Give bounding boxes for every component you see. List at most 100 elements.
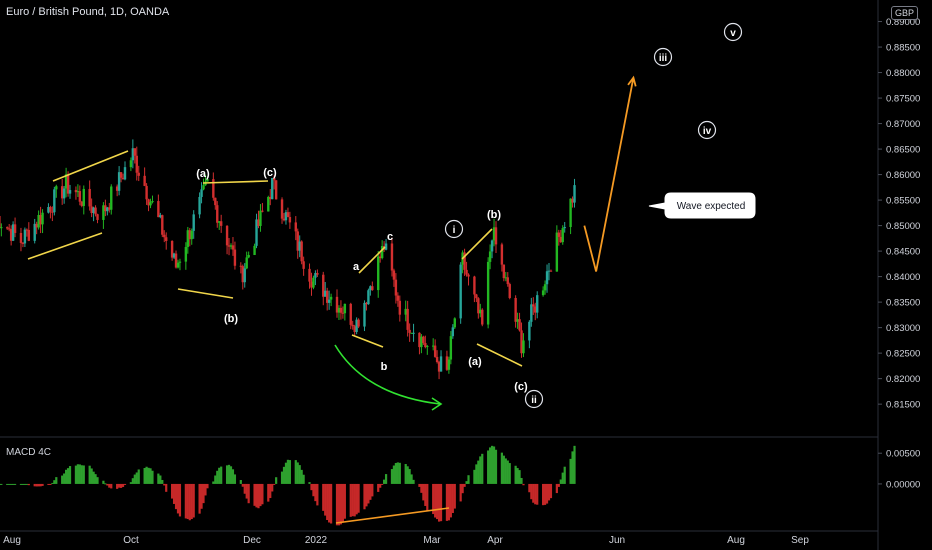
candle-body	[486, 261, 490, 325]
candle-body	[66, 174, 70, 194]
candle	[19, 227, 23, 252]
candle	[357, 318, 360, 329]
macd-bar	[204, 483, 207, 496]
candle	[294, 216, 297, 241]
macd-bar	[37, 483, 40, 487]
candle	[298, 235, 301, 258]
macd-bar	[80, 465, 83, 484]
macd-bar	[559, 479, 562, 484]
candle-body	[37, 214, 40, 228]
candle	[106, 206, 109, 216]
candle	[337, 305, 341, 321]
candle	[161, 214, 164, 238]
wave-label: (a)	[196, 168, 210, 180]
candle-body	[300, 241, 303, 262]
macd-bar	[494, 449, 498, 484]
candle	[396, 292, 400, 307]
candle	[490, 239, 494, 259]
candle	[475, 293, 478, 303]
candle-body	[424, 342, 427, 348]
candle-body	[508, 284, 511, 298]
candle	[365, 301, 368, 311]
price-axis-label: 0.84000	[886, 272, 920, 283]
candle	[563, 222, 566, 233]
macd-bar	[271, 483, 274, 492]
macd-bar	[437, 483, 441, 522]
candle	[312, 275, 315, 290]
macd-bar	[467, 475, 470, 484]
macd-bar	[116, 483, 119, 489]
candle	[420, 334, 423, 354]
macd-bar	[159, 475, 162, 484]
candle	[137, 165, 140, 182]
candle	[325, 287, 329, 311]
candle	[104, 199, 107, 217]
candle	[272, 175, 276, 190]
candle	[117, 166, 121, 196]
candle-body	[198, 196, 201, 215]
price-axis-label: 0.83500	[886, 298, 920, 309]
candle	[545, 264, 549, 293]
candle	[453, 317, 456, 330]
macd-bar	[473, 469, 476, 484]
wave-label-text: v	[730, 28, 736, 39]
candle-body	[41, 212, 44, 225]
price-axis-label: 0.85000	[886, 221, 920, 232]
candle-body	[522, 340, 525, 354]
candle-body	[102, 205, 105, 220]
candle-body	[35, 223, 38, 228]
candle	[477, 297, 480, 319]
candle-body	[571, 198, 574, 203]
macd-bar	[151, 470, 154, 484]
candle	[184, 242, 188, 270]
macd-bar	[171, 483, 174, 499]
wave-label: b	[381, 361, 388, 373]
macd-bar	[412, 479, 415, 484]
macd-bar	[123, 483, 127, 485]
candle-body	[190, 230, 193, 240]
candle	[219, 214, 223, 233]
macd-bar	[188, 483, 191, 521]
candle-body	[296, 231, 299, 251]
macd-bar	[426, 483, 429, 511]
candle-body	[351, 324, 354, 327]
macd-bar	[534, 483, 537, 505]
candle	[82, 185, 85, 215]
candle	[192, 210, 195, 239]
candle	[233, 241, 237, 270]
price-axis-label: 0.89000	[886, 17, 920, 28]
macd-bar	[227, 464, 231, 484]
candle	[76, 184, 80, 197]
candle-body	[459, 264, 462, 319]
candle-body	[104, 205, 107, 212]
candle-body	[339, 307, 343, 313]
currency-badge[interactable]: GBP	[891, 6, 919, 20]
candle	[561, 225, 564, 245]
candle-body	[431, 345, 435, 347]
candle	[541, 286, 545, 297]
macd-bar	[384, 474, 388, 484]
candle-body	[447, 359, 451, 370]
candle	[243, 263, 246, 288]
candle	[394, 273, 398, 304]
wave-label-text: (a)	[468, 356, 482, 368]
projected-wave-path	[583, 77, 635, 272]
macd-bar	[269, 483, 272, 499]
candle-body	[410, 332, 413, 334]
macd-bar	[563, 466, 566, 484]
candle-body	[541, 290, 545, 296]
macd-bar	[569, 458, 572, 484]
candle	[355, 317, 358, 335]
candle	[549, 269, 553, 272]
macd-bar	[261, 483, 264, 505]
candle	[165, 232, 168, 250]
candle-body	[488, 251, 492, 262]
wedge-line-a-c-small	[358, 246, 386, 274]
candle-body	[280, 199, 284, 219]
candle	[286, 207, 290, 218]
candle	[27, 222, 31, 242]
candle	[412, 323, 415, 342]
candle	[92, 206, 95, 222]
macd-bar	[108, 483, 111, 488]
